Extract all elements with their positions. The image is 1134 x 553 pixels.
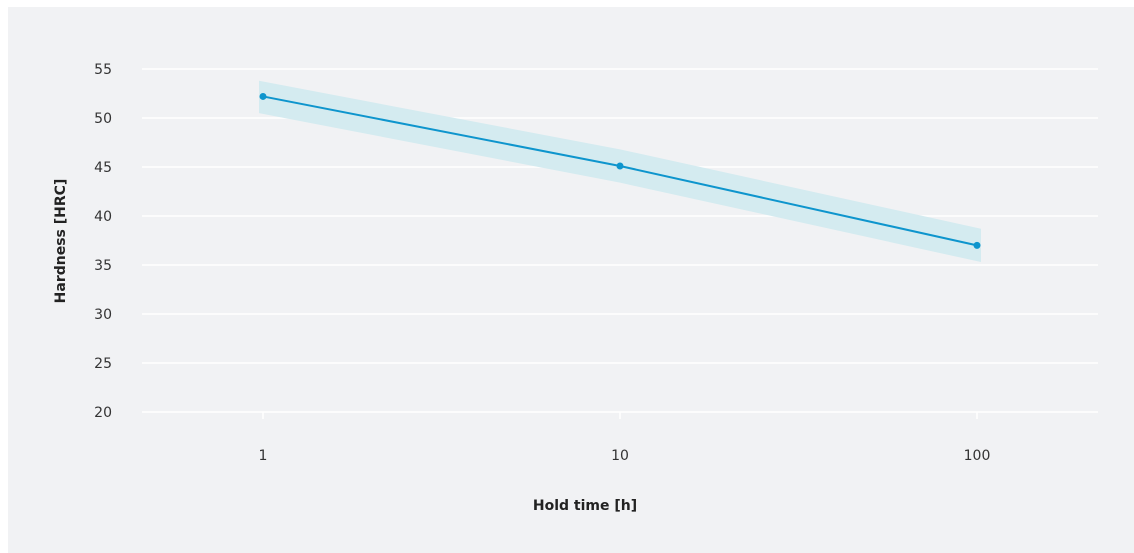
data-points xyxy=(259,92,981,249)
x-tick-label: 100 xyxy=(964,448,991,464)
data-point xyxy=(259,92,267,100)
x-axis-ticks: 1 10 100 xyxy=(259,412,991,464)
x-tick-label: 1 xyxy=(259,448,268,464)
data-point xyxy=(616,162,624,170)
hardness-chart: 1 10 100 20 25 30 35 40 45 50 55 Hold time [h] Ha… xyxy=(53,62,1098,514)
x-tick-label: 10 xyxy=(611,448,629,464)
chart-panel: 1 10 100 20 25 30 35 40 45 50 55 Hold time [h] Ha… xyxy=(8,7,1134,553)
uncertainty-band-layer xyxy=(259,80,981,263)
y-tick-label: 20 xyxy=(94,405,112,421)
y-tick-label: 40 xyxy=(94,209,112,225)
y-tick-label: 25 xyxy=(94,356,112,372)
data-point xyxy=(973,241,981,249)
y-axis-title: Hardness [HRC] xyxy=(53,179,69,304)
y-tick-label: 35 xyxy=(94,258,112,274)
y-axis-ticks: 20 25 30 35 40 45 50 55 xyxy=(94,62,112,421)
x-axis-title: Hold time [h] xyxy=(533,498,637,514)
y-tick-label: 45 xyxy=(94,160,112,176)
y-tick-label: 30 xyxy=(94,307,112,323)
y-tick-label: 55 xyxy=(94,62,112,78)
uncertainty-band xyxy=(259,80,981,263)
y-tick-label: 50 xyxy=(94,111,112,127)
